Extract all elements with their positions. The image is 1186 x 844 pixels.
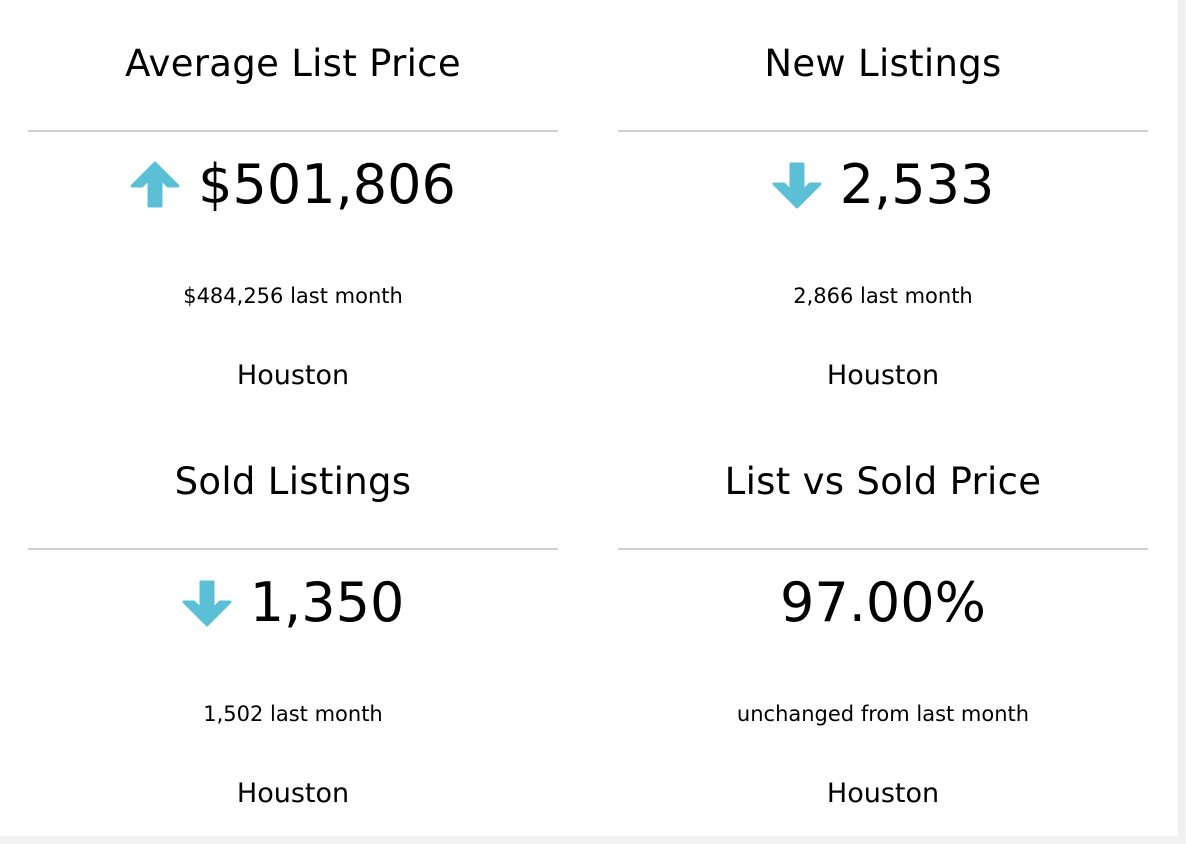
arrow-down-icon: [772, 160, 822, 210]
stat-value-row: 2,533: [618, 150, 1148, 220]
stat-value: $501,806: [198, 153, 456, 216]
stat-card-sold-listings: Sold Listings 1,350 1,502 last month Hou…: [28, 418, 558, 836]
stat-value: 2,533: [839, 153, 995, 216]
stat-comparison: $484,256 last month: [183, 284, 403, 308]
divider: [28, 130, 558, 132]
stat-value: 1,350: [249, 571, 405, 634]
stat-card-list-vs-sold-price: List vs Sold Price 97.00% unchanged from…: [618, 418, 1148, 836]
stat-location: Houston: [236, 360, 350, 391]
stat-card-average-list-price: Average List Price $501,806 $484,256 las…: [28, 0, 558, 418]
divider: [618, 130, 1148, 132]
divider: [618, 548, 1148, 550]
stat-title: Sold Listings: [174, 460, 412, 503]
stat-title: Average List Price: [125, 42, 461, 85]
stat-comparison: 2,866 last month: [793, 284, 973, 308]
stat-value-row: $501,806: [28, 150, 558, 220]
stat-card-new-listings: New Listings 2,533 2,866 last month Hous…: [618, 0, 1148, 418]
stat-comparison: 1,502 last month: [203, 702, 383, 726]
stat-value-row: 1,350: [28, 568, 558, 638]
arrow-up-icon: [130, 160, 180, 210]
stat-value-row: 97.00%: [618, 568, 1148, 638]
stat-location: Houston: [236, 778, 350, 809]
arrow-down-icon: [182, 578, 232, 628]
stat-location: Houston: [826, 778, 940, 809]
stat-location: Houston: [826, 360, 940, 391]
stat-title: New Listings: [764, 42, 1002, 85]
divider: [28, 548, 558, 550]
stat-title: List vs Sold Price: [724, 460, 1042, 503]
stat-value: 97.00%: [780, 571, 986, 634]
stat-comparison: unchanged from last month: [736, 702, 1030, 726]
